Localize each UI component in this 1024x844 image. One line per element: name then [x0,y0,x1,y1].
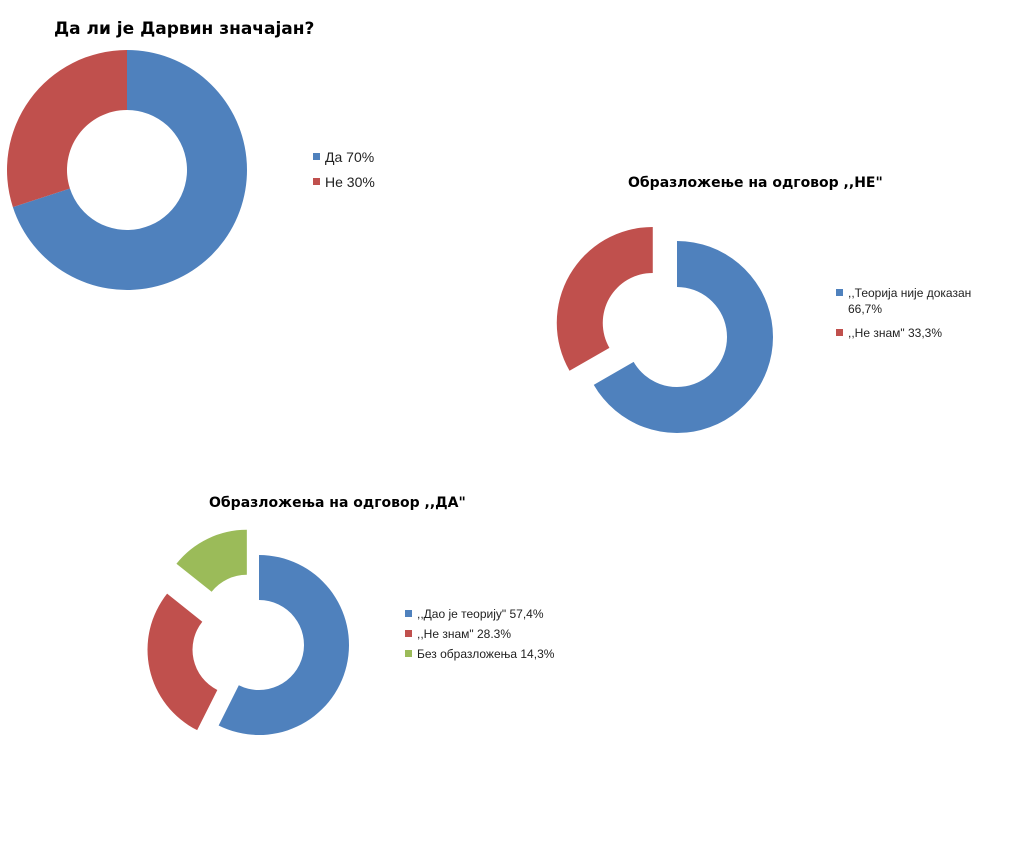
legend-label: Без образложења 14,3% [417,647,555,661]
legend-item: Да 70% [313,148,375,166]
chart-2-donut [556,226,773,433]
chart-2-title: Образложење на одговор ,,НЕ" [628,175,883,191]
legend-swatch [836,289,843,296]
legend-swatch [313,153,320,160]
legend-label: ,,Не знам" 28.3% [417,627,512,641]
legend-label: ,,Теорија није доказан 66,7% [848,286,972,316]
chart-3-donut [147,529,349,735]
slice-3 [176,529,247,592]
legend-label: ,,Дао је теорију" 57,4% [417,607,544,621]
legend-label: ,,Не знам" 33,3% [848,326,943,340]
legend-swatch [313,178,320,185]
legend-item: Не 30% [313,173,375,191]
legend-swatch [405,630,412,637]
slice-2 [147,593,218,731]
chart-1-legend: Да 70% Не 30% [313,148,375,198]
legend-item: ,,Теорија није доказан 66,7% [836,285,996,317]
chart-2-legend: ,,Теорија није доказан 66,7% ,,Не знам" … [836,285,996,349]
legend-label: Да 70% [325,149,375,165]
chart-1-donut [6,50,248,290]
slice-1 [218,555,349,735]
slice-1 [593,241,773,433]
legend-item: ,,Дао је теорију" 57,4% [405,606,554,622]
chart-3-title: Образложења на одговор ,,ДА" [209,495,466,511]
legend-label: Не 30% [325,174,375,190]
chart-3-legend: ,,Дао је теорију" 57,4% ,,Не знам" 28.3%… [405,606,554,666]
slice-2 [6,50,127,208]
slice-1 [12,50,248,290]
chart-1-title: Да ли је Дарвин значајан? [54,19,315,39]
legend-swatch [836,329,843,336]
legend-item: Без образложења 14,3% [405,646,554,662]
slice-2 [556,226,653,371]
legend-item: ,,Не знам" 28.3% [405,626,554,642]
legend-item: ,,Не знам" 33,3% [836,325,996,341]
legend-swatch [405,650,412,657]
legend-swatch [405,610,412,617]
